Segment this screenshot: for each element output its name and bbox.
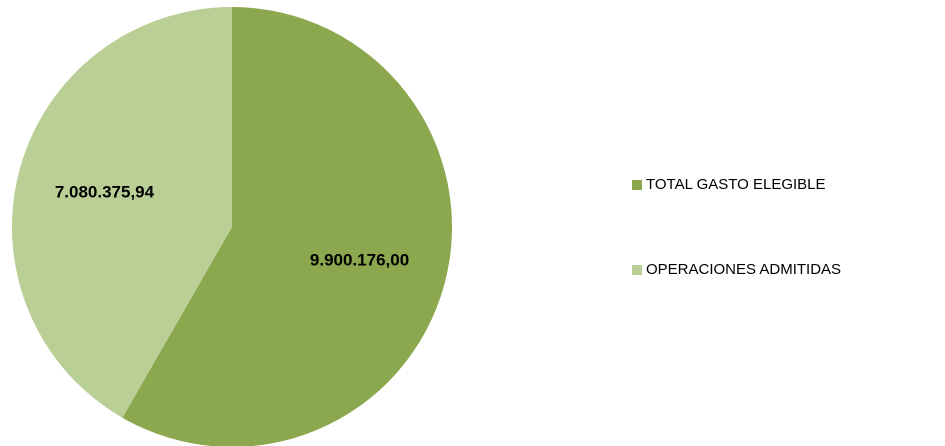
data-label: 9.900.176,00 bbox=[310, 251, 409, 270]
data-label: 7.080.375,94 bbox=[55, 182, 155, 201]
pie-slice bbox=[12, 7, 232, 418]
pie-slice bbox=[122, 7, 452, 446]
legend-swatch bbox=[632, 180, 642, 190]
legend-swatch bbox=[632, 265, 642, 275]
legend-label: OPERACIONES ADMITIDAS bbox=[646, 261, 841, 278]
legend-label: TOTAL GASTO ELEGIBLE bbox=[646, 176, 826, 193]
